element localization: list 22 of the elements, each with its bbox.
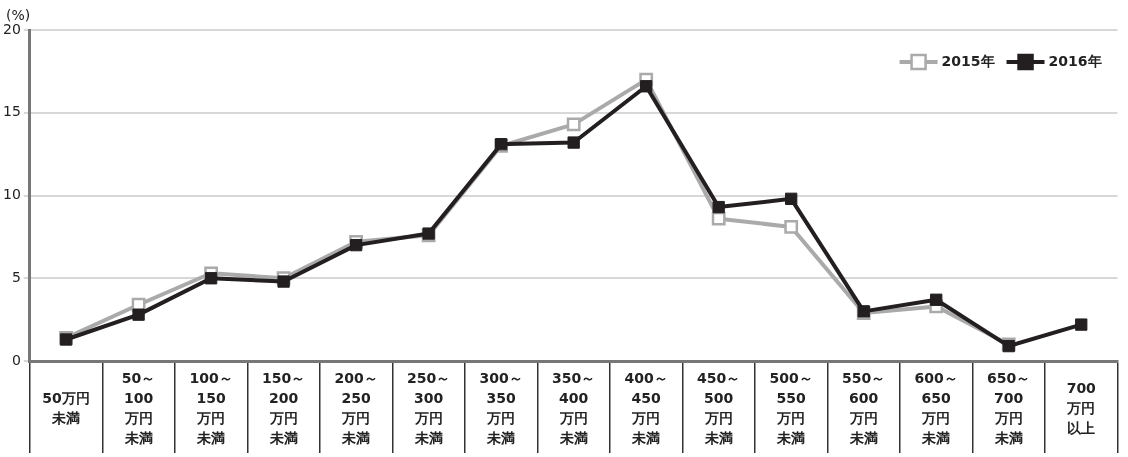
x-tick-label: 600～ 650 万円未満 — [914, 369, 958, 446]
x-tick-label: 500～ 550 万円未満 — [769, 369, 813, 446]
x-tick-label: 100～ 150 万円未満 — [189, 369, 233, 446]
x-tick-label: 350～ 400 万円未満 — [552, 369, 596, 446]
legend-label: 2016年 — [1048, 52, 1102, 69]
x-tick-label: 450～ 500 万円未満 — [697, 369, 741, 446]
x-tick-label: 50万円未満 — [42, 389, 90, 426]
x-tick-label: 200～ 250 万円未満 — [334, 369, 378, 446]
y-tick-label: 10 — [2, 186, 21, 203]
x-tick-label: 300～ 350 万円未満 — [479, 369, 523, 446]
x-tick-label: 650～ 700 万円未満 — [987, 369, 1031, 446]
y-axis-title: (%) — [6, 6, 31, 23]
x-tick-label: 50～ 100 万円未満 — [121, 369, 156, 446]
x-tick-label: 700 万円以上 — [1066, 379, 1097, 436]
x-tick-label: 400～ 450 万円未満 — [624, 369, 668, 446]
y-tick-label: 15 — [2, 103, 21, 120]
legend-label: 2015年 — [941, 52, 995, 69]
x-tick-label: 150～ 200 万円未満 — [261, 369, 306, 446]
y-tick-label: 0 — [11, 351, 21, 368]
x-tick-label: 550～ 600 万円未満 — [842, 369, 886, 446]
x-tick-label: 250～ 300 万円未満 — [407, 369, 451, 446]
y-tick-label: 5 — [11, 268, 21, 285]
